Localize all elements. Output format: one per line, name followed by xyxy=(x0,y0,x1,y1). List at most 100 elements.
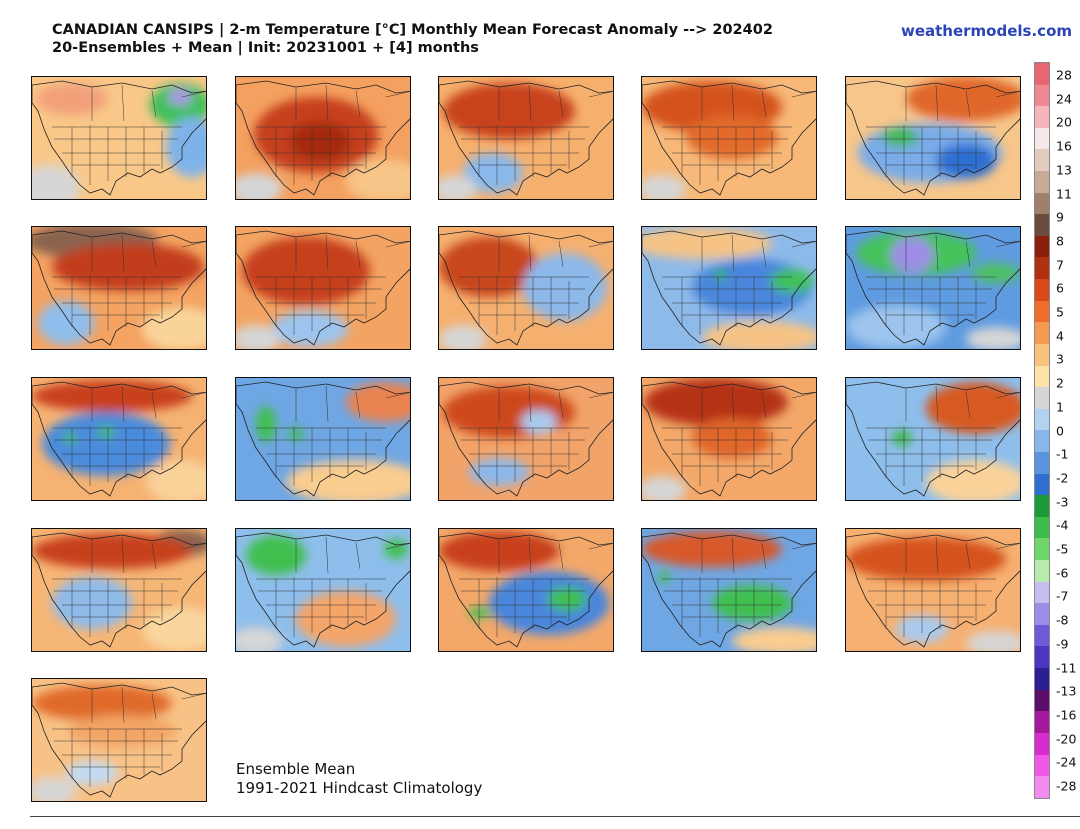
colorbar-segment xyxy=(1035,646,1049,669)
anomaly-region xyxy=(68,715,176,747)
state-border xyxy=(791,91,816,98)
forecast-map-member-12 xyxy=(235,377,411,501)
state-border xyxy=(935,385,939,423)
state-border xyxy=(181,543,206,550)
state-border xyxy=(121,686,125,724)
anomaly-region xyxy=(642,531,782,567)
forecast-map-member-15 xyxy=(845,377,1021,501)
state-border xyxy=(151,692,157,720)
colorbar-segment xyxy=(1035,127,1049,150)
colorbar-segment xyxy=(1035,171,1049,193)
anomaly-blobs xyxy=(32,685,176,801)
state-border xyxy=(121,385,125,423)
anomaly-region xyxy=(972,263,1020,283)
anomaly-blobs xyxy=(236,237,370,349)
anomaly-blobs xyxy=(236,97,410,199)
anomaly-region xyxy=(98,426,114,438)
colorbar-tick-label: 28 xyxy=(1056,67,1072,83)
colorbar-tick-label: 4 xyxy=(1056,328,1064,344)
anomaly-blobs xyxy=(439,237,607,349)
colorbar-tick-label: 16 xyxy=(1056,138,1072,154)
anomaly-region xyxy=(296,591,396,647)
coastline xyxy=(32,230,206,346)
state-border xyxy=(325,385,329,423)
state-border xyxy=(181,392,206,399)
colorbar-tick-label: -3 xyxy=(1056,494,1069,510)
forecast-map-member-14 xyxy=(641,377,817,501)
state-border xyxy=(121,536,125,574)
state-border xyxy=(791,543,816,550)
anomaly-region xyxy=(966,327,1020,349)
forecast-map-member-11 xyxy=(31,377,207,501)
state-border xyxy=(528,536,532,574)
anomaly-region xyxy=(36,83,108,115)
map-svg xyxy=(439,529,613,651)
anomaly-region xyxy=(42,412,170,476)
state-border xyxy=(761,90,767,118)
colorbar-tick-label: 9 xyxy=(1056,209,1064,225)
state-border xyxy=(965,90,971,118)
forecast-map-member-09 xyxy=(641,226,817,350)
coastline xyxy=(32,532,206,648)
map-svg xyxy=(846,227,1020,349)
colorbar-segment xyxy=(1035,430,1049,452)
anomaly-region xyxy=(236,325,280,349)
anomaly-region xyxy=(38,301,94,345)
colorbar-tick-label: -28 xyxy=(1056,778,1077,794)
brand-link[interactable]: weathermodels.com xyxy=(900,22,1072,40)
colorbar-tick-label: 3 xyxy=(1056,351,1064,367)
forecast-map-member-18 xyxy=(438,528,614,652)
anomaly-blobs xyxy=(892,382,1020,500)
state-border xyxy=(965,542,971,570)
state-border xyxy=(935,84,939,122)
forecast-map-member-07 xyxy=(235,226,411,350)
map-svg xyxy=(439,378,613,500)
state-border xyxy=(965,391,971,419)
state-border xyxy=(558,542,564,570)
anomaly-region xyxy=(439,175,477,199)
state-border xyxy=(121,234,125,272)
coastline xyxy=(642,532,816,648)
map-svg xyxy=(236,529,410,651)
map-svg xyxy=(236,227,410,349)
colorbar-segment xyxy=(1035,279,1049,301)
forecast-map-member-04 xyxy=(641,76,817,200)
colorbar-tick-label: 7 xyxy=(1056,257,1064,273)
anomaly-blobs xyxy=(846,231,1020,349)
colorbar-tick-label: -11 xyxy=(1056,660,1077,675)
coastline xyxy=(846,532,1020,648)
colorbar-tick-label: -4 xyxy=(1056,517,1069,533)
state-border xyxy=(731,234,735,272)
anomaly-region xyxy=(732,627,816,651)
colorbar-tick-label: 13 xyxy=(1056,162,1072,178)
state-border xyxy=(181,91,206,98)
anomaly-region xyxy=(642,227,772,259)
forecast-map-member-03 xyxy=(438,76,614,200)
coastline xyxy=(32,381,206,497)
colorbar-tick-label: 1 xyxy=(1056,399,1064,415)
anomaly-blobs xyxy=(439,83,575,199)
anomaly-region xyxy=(642,175,686,199)
map-svg xyxy=(642,227,816,349)
anomaly-region xyxy=(52,243,204,291)
coastline xyxy=(236,381,410,497)
anomaly-region xyxy=(142,607,206,651)
colorbar-tick-label: 6 xyxy=(1056,280,1064,296)
state-border xyxy=(325,84,329,122)
mean-label: Ensemble Mean xyxy=(236,760,356,778)
colorbar-segment xyxy=(1035,560,1049,582)
state-border xyxy=(385,392,410,399)
state-border xyxy=(355,90,361,118)
state-border xyxy=(151,391,157,419)
colorbar-tick-label: 20 xyxy=(1056,114,1072,130)
anomaly-region xyxy=(443,386,575,438)
colorbar-segment xyxy=(1035,214,1049,236)
state-border xyxy=(558,391,564,419)
colorbar-segment xyxy=(1035,732,1049,755)
colorbar-tick-label: -6 xyxy=(1056,565,1069,581)
colorbar-segment xyxy=(1035,343,1049,366)
map-svg xyxy=(642,77,816,199)
anomaly-region xyxy=(236,627,282,651)
state-border xyxy=(528,84,532,122)
colorbar-segment xyxy=(1035,257,1049,280)
